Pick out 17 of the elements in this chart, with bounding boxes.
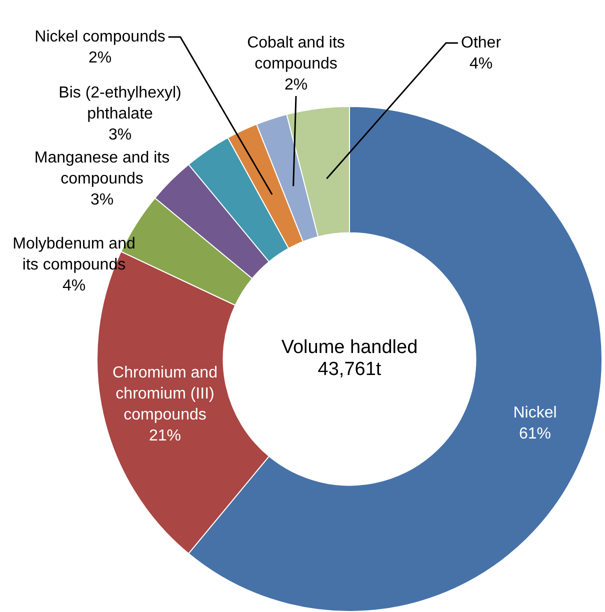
text: Volume handled	[281, 337, 418, 358]
data-label: 2%	[284, 76, 308, 94]
slice-label: Chromium and chromium (III) compounds	[112, 364, 218, 424]
data-label: 4%	[469, 55, 493, 72]
data-label: 21%	[148, 427, 182, 444]
slice-label: Bis (2-ethylhexyl) phthalate	[58, 84, 182, 122]
data-label: 3%	[108, 126, 132, 144]
slice-label: Other	[460, 34, 502, 52]
data-label: 4%	[62, 277, 86, 294]
data-label: 61%	[518, 425, 552, 442]
data-label: 3%	[90, 191, 114, 208]
slice-label: Cobalt and its compounds	[247, 34, 345, 72]
slice-label: Manganese and its compounds	[34, 149, 170, 188]
data-label: 2%	[88, 49, 112, 66]
slice-label: Nickel	[513, 404, 557, 422]
slice-label: Nickel compounds	[34, 28, 166, 46]
text: 43,761t	[318, 359, 382, 380]
